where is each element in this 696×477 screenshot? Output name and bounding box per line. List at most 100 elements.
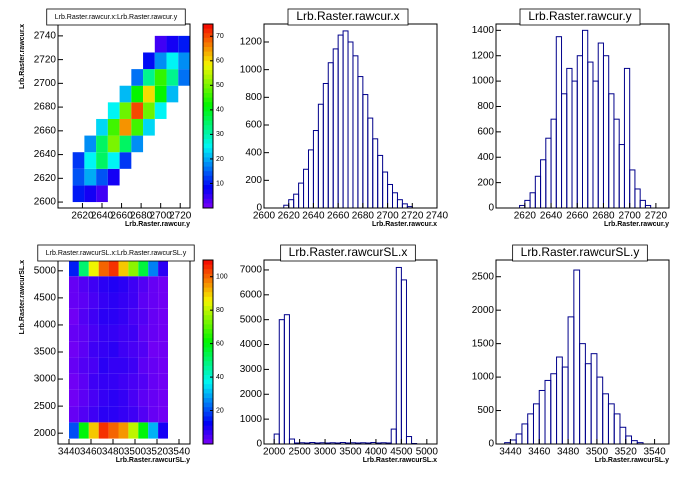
y-tick-label: 7000: [240, 265, 263, 276]
heat-cell: [119, 357, 129, 373]
heat-cell: [99, 292, 109, 308]
color-bar-step: [203, 398, 213, 403]
y-tick-label: 800: [477, 101, 494, 112]
heat-cell: [158, 406, 168, 422]
heat-cell: [120, 102, 132, 119]
heat-cell: [89, 325, 99, 341]
color-bar-step: [203, 334, 213, 339]
color-bar-step: [203, 370, 213, 375]
heat-cell: [143, 119, 155, 136]
y-axis-title: Lrb.Raster.rawcur.x: [19, 24, 26, 89]
color-bar-step: [203, 171, 213, 176]
heat-cell: [99, 260, 109, 276]
x-tick-label: 3440: [58, 447, 81, 458]
color-bar-step: [203, 366, 213, 371]
y-axis-title: Lrb.Raster.rawcurSL.x: [19, 260, 26, 334]
heat-cell: [109, 406, 119, 422]
color-bar-step: [203, 407, 213, 412]
color-bar-step: [203, 292, 213, 297]
heat-cell: [143, 102, 155, 119]
heat-cell: [99, 390, 109, 406]
y-tick-label: 400: [245, 147, 262, 158]
y-tick-label: 0: [256, 439, 262, 450]
y-tick-label: 2740: [34, 31, 57, 42]
heat-cell: [148, 309, 158, 325]
heat-cell: [73, 185, 85, 202]
y-tick-label: 1000: [472, 76, 495, 87]
heat-cell: [158, 357, 168, 373]
color-bar-step: [203, 430, 213, 435]
heat-cell: [89, 276, 99, 292]
heat-cell: [89, 309, 99, 325]
y-tick-label: 2000: [240, 389, 263, 400]
y-tick-label: 500: [477, 405, 494, 416]
x-tick-label: 3500: [339, 447, 362, 458]
heat-cell: [119, 406, 129, 422]
x-tick-label: 2660: [327, 211, 350, 222]
y-tick-label: 1000: [240, 414, 263, 425]
heat-cell: [155, 86, 167, 103]
y-tick-label: 600: [245, 120, 262, 131]
heat-cell: [148, 292, 158, 308]
chart-title: Lrb.Raster.rawcurSL.y: [521, 245, 640, 259]
heat-cell: [84, 185, 96, 202]
y-tick-label: 2640: [34, 149, 57, 160]
heat-cell: [96, 169, 108, 186]
heat-cell: [131, 136, 143, 153]
color-bar-step: [203, 144, 213, 149]
y-tick-label: 4500: [34, 293, 57, 304]
heat-cell: [99, 357, 109, 373]
heat-cell: [84, 152, 96, 169]
color-bar-step: [203, 320, 213, 325]
x-tick-label: 2640: [302, 211, 325, 222]
color-bar-step: [203, 38, 213, 43]
x-tick-label: 2620: [278, 211, 301, 222]
heat-cell: [69, 325, 79, 341]
y-tick-label: 5000: [34, 265, 57, 276]
chart-title: Lrb.Raster.rawcur.x:Lrb.Raster.rawcur.y: [55, 14, 178, 21]
heat-cell: [128, 309, 138, 325]
heat-cell: [69, 406, 79, 422]
x-tick-label: 2680: [352, 211, 375, 222]
heat-cell: [120, 136, 132, 153]
color-bar-step: [203, 84, 213, 89]
heat-cell: [119, 292, 129, 308]
x-axis-title: Lrb.Raster.rawcur.x: [372, 221, 437, 228]
heat-cell: [79, 325, 89, 341]
x-axis-title: Lrb.Raster.rawcurSL.y: [595, 457, 669, 464]
color-bar-step: [203, 357, 213, 362]
color-bar-step: [203, 199, 213, 204]
color-bar-step: [203, 79, 213, 84]
x-tick-label: 3000: [314, 447, 337, 458]
x-tick-label: 3440: [499, 447, 522, 458]
color-bar-step: [203, 121, 213, 126]
color-bar-step: [203, 70, 213, 75]
heat-cell: [79, 341, 89, 357]
color-bar-step: [203, 393, 213, 398]
chart-title: Lrb.Raster.rawcurSL.x:Lrb.Raster.rawcurS…: [46, 250, 187, 257]
x-tick-label: 2640: [540, 211, 563, 222]
color-bar-step: [203, 329, 213, 334]
color-bar-step: [203, 167, 213, 172]
heat-cell: [119, 422, 129, 438]
heat-cell: [108, 136, 120, 153]
heat-cell: [167, 69, 179, 86]
x-tick-label: 3460: [528, 447, 551, 458]
y-tick-label: 6000: [240, 289, 263, 300]
heat-cell: [158, 276, 168, 292]
color-bar-step: [203, 361, 213, 366]
x-tick-label: 3460: [80, 447, 103, 458]
heat-cell: [73, 169, 85, 186]
heat-cell: [99, 309, 109, 325]
heat-cell: [128, 406, 138, 422]
heat-cell: [148, 260, 158, 276]
heat-cell: [128, 325, 138, 341]
heat-cell: [109, 374, 119, 390]
color-bar-step: [203, 162, 213, 167]
color-bar-step: [203, 185, 213, 190]
y-tick-label: 1400: [472, 25, 495, 36]
heat-cell: [128, 260, 138, 276]
color-bar-step: [203, 125, 213, 130]
heat-cell: [119, 260, 129, 276]
heat-cell: [128, 357, 138, 373]
